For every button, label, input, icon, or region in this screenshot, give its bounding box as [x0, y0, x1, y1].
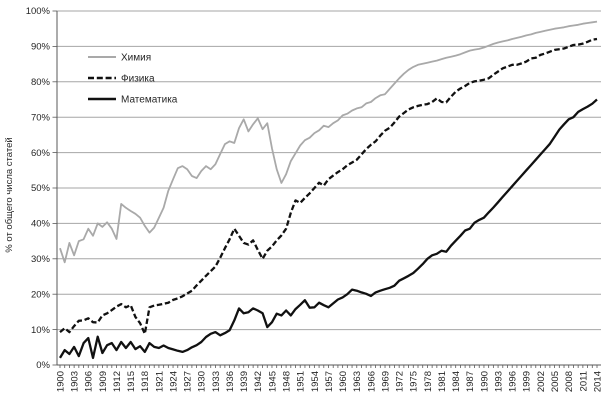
x-tick-label: 1987 — [465, 371, 476, 392]
x-tick-label: 1945 — [267, 371, 278, 392]
x-tick-label: 1912 — [112, 371, 123, 392]
x-tick-label: 1906 — [84, 371, 95, 392]
x-tick-label: 2008 — [564, 371, 575, 392]
physics-series-line — [59, 37, 598, 335]
x-tick-label: 1999 — [522, 371, 533, 392]
x-tick-label: 1963 — [352, 371, 363, 392]
x-tick-label: 1972 — [395, 371, 406, 392]
x-tick-label: 1978 — [423, 371, 434, 392]
x-tick-label: 1969 — [380, 371, 391, 392]
y-tick-label: 60% — [31, 148, 51, 159]
y-tick-label: 40% — [31, 219, 51, 230]
x-tick-label: 1918 — [140, 371, 151, 392]
chemistry-series-line — [59, 20, 598, 264]
series-lines — [59, 20, 598, 360]
legend-label-physics: Физика — [121, 74, 155, 85]
gridlines — [57, 10, 601, 331]
y-axis-title: % от общего числа статей — [4, 137, 15, 252]
x-tick-label: 1948 — [282, 371, 293, 392]
y-tick-label: 70% — [31, 112, 51, 123]
legend-label-chemistry: Химия — [121, 53, 151, 64]
x-tick-label: 2005 — [550, 371, 561, 392]
x-tick-label: 2014 — [592, 371, 603, 392]
x-tick-label: 1915 — [126, 371, 137, 392]
legend: Химия Физика Математика — [88, 53, 178, 106]
x-tick-label: 1981 — [437, 371, 448, 392]
y-tick-label: 80% — [31, 77, 51, 88]
x-tick-label: 1933 — [211, 371, 222, 392]
y-tick-label: 10% — [31, 325, 51, 336]
x-tick-label: 1960 — [338, 371, 349, 392]
x-tick-label: 1951 — [296, 371, 307, 392]
x-tick-label: 1957 — [324, 371, 335, 392]
y-tick-label: 20% — [31, 289, 51, 300]
x-tick-label: 1924 — [168, 371, 179, 392]
x-tick-label: 2011 — [578, 371, 589, 391]
x-tick-label: 1975 — [409, 371, 420, 392]
x-tick-label: 1909 — [98, 371, 109, 392]
axes: 0% 10% 20% 30% 40% 50% 60% 70% 80% 90% 100% 1900 190… — [26, 6, 604, 392]
x-tick-label: 1903 — [70, 371, 81, 392]
x-tick-label: 1936 — [225, 371, 236, 392]
x-tick-label: 1966 — [366, 371, 377, 392]
x-tick-label: 1954 — [310, 371, 321, 392]
y-tick-label: 100% — [26, 6, 51, 17]
x-tick-label: 1993 — [493, 371, 504, 392]
x-tick-label: 1942 — [253, 371, 264, 392]
x-tick-label: 1927 — [183, 371, 194, 392]
x-tick-label: 1900 — [55, 371, 66, 392]
x-tick-label: 1990 — [479, 371, 490, 392]
legend-label-mathematics: Математика — [121, 95, 178, 106]
y-tick-label: 50% — [31, 183, 51, 194]
x-tick-label: 1984 — [451, 371, 462, 392]
x-tick-label: 1930 — [197, 371, 208, 392]
x-tick-label: 1996 — [508, 371, 519, 392]
x-tick-label: 1939 — [239, 371, 250, 392]
x-tick-label: 1921 — [154, 371, 165, 392]
y-tick-label: 0% — [36, 360, 50, 371]
x-tick-label: 2002 — [536, 371, 547, 392]
mathematics-series-line — [59, 98, 598, 360]
y-tick-label: 90% — [31, 42, 51, 53]
y-tick-label: 30% — [31, 254, 51, 265]
